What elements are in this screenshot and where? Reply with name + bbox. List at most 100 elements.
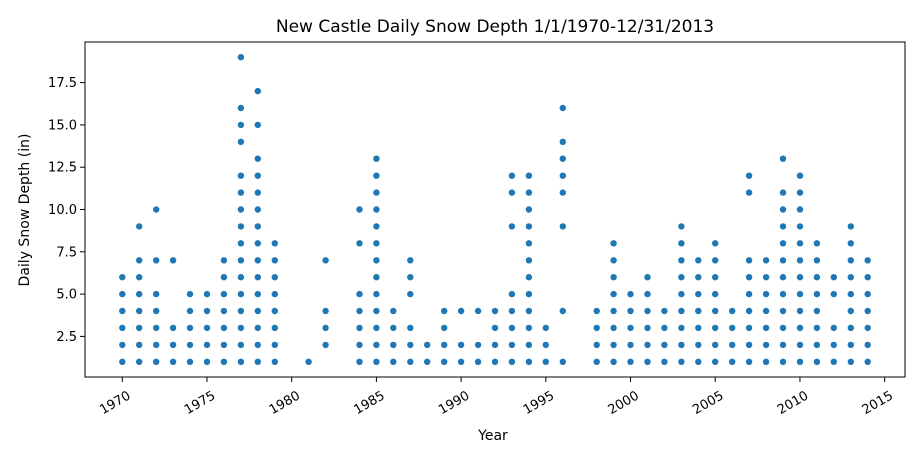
data-point [474, 358, 482, 365]
data-point [745, 257, 753, 264]
data-point [254, 290, 261, 298]
data-point [474, 341, 482, 349]
data-point [830, 324, 837, 332]
data-point [864, 290, 871, 298]
data-point [237, 341, 245, 349]
y-tick-label: 12.5 [48, 161, 77, 176]
data-point [271, 324, 278, 332]
x-tick-label: 1985 [351, 388, 387, 418]
data-point [203, 290, 211, 298]
data-point [322, 307, 329, 315]
data-point [525, 206, 533, 213]
data-point [491, 341, 499, 349]
data-point [796, 358, 804, 365]
data-point [847, 307, 854, 315]
data-point [762, 307, 770, 315]
data-point [237, 223, 245, 230]
data-point [525, 172, 533, 179]
data-point [593, 358, 600, 365]
data-point [559, 172, 566, 179]
data-point [661, 341, 668, 349]
data-point [779, 155, 787, 162]
data-point [254, 155, 261, 162]
data-point [390, 341, 397, 349]
data-point [356, 206, 363, 213]
data-point [678, 307, 685, 315]
data-point [508, 341, 516, 349]
data-point [254, 324, 261, 332]
data-point [627, 358, 634, 365]
data-point [136, 358, 143, 365]
data-point [627, 341, 634, 349]
x-axis-title: Year [477, 428, 508, 444]
data-point [237, 121, 245, 129]
data-point [119, 274, 126, 281]
data-point [847, 240, 854, 247]
data-point [610, 257, 617, 264]
data-point [390, 307, 397, 315]
data-point [610, 290, 617, 298]
data-point [559, 138, 566, 145]
data-point [169, 324, 177, 332]
data-point [559, 223, 566, 230]
data-point [610, 341, 617, 349]
data-point [813, 290, 821, 298]
data-point [695, 290, 702, 298]
data-point [136, 341, 143, 349]
data-point [237, 358, 245, 365]
data-point [305, 358, 312, 365]
x-tick-label: 2005 [690, 388, 726, 418]
data-point [661, 358, 668, 365]
data-point [712, 274, 719, 281]
data-point [508, 189, 516, 196]
data-point [644, 341, 651, 349]
data-point [407, 341, 414, 349]
data-point [254, 121, 261, 129]
data-point [136, 290, 143, 298]
data-point [508, 358, 516, 365]
y-axis: 2.5 5.0 7.5 10.0 12.5 15.0 17.5 [48, 76, 85, 345]
data-point [593, 307, 600, 315]
data-point [237, 240, 245, 247]
data-point [441, 358, 448, 365]
data-point [559, 104, 566, 112]
data-point [271, 240, 278, 247]
data-point [254, 87, 261, 95]
data-point [627, 290, 634, 298]
data-point [424, 358, 431, 365]
data-point [525, 189, 533, 196]
data-point [169, 358, 177, 365]
data-point [153, 358, 160, 365]
data-point [254, 341, 261, 349]
data-point [695, 341, 702, 349]
data-point [796, 240, 804, 247]
data-point [525, 240, 533, 247]
data-point [627, 324, 634, 332]
data-point [779, 358, 787, 365]
data-point [847, 257, 854, 264]
data-point [779, 274, 787, 281]
data-point [813, 341, 821, 349]
data-point [169, 257, 177, 264]
data-point [745, 189, 753, 196]
data-point [153, 290, 160, 298]
data-point [830, 290, 837, 298]
data-point [322, 324, 329, 332]
data-point [153, 324, 160, 332]
data-point [796, 307, 804, 315]
data-point [136, 223, 143, 230]
y-tick-label: 5.0 [56, 288, 77, 303]
data-point [356, 240, 363, 247]
data-point [254, 206, 261, 213]
data-point [762, 341, 770, 349]
data-point [322, 341, 329, 349]
data-point [729, 324, 736, 332]
data-point [254, 223, 261, 230]
data-point [610, 358, 617, 365]
data-point [796, 274, 804, 281]
data-point [237, 290, 245, 298]
data-point [762, 274, 770, 281]
data-point [745, 307, 753, 315]
x-tick-label: 2010 [775, 388, 811, 418]
data-point [136, 274, 143, 281]
